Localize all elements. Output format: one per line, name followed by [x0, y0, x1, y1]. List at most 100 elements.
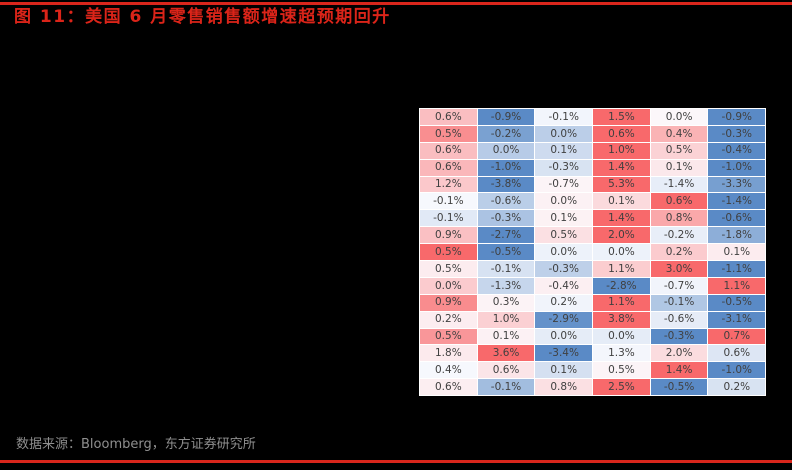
heatmap-cell: 0.5%	[420, 125, 477, 142]
heatmap-cell: 0.0%	[477, 142, 535, 159]
heatmap-cell: -3.4%	[535, 345, 593, 362]
heatmap-cell: 0.5%	[535, 227, 593, 244]
heatmap-cell: -0.4%	[535, 277, 593, 294]
heatmap-cell: 0.6%	[420, 159, 477, 176]
heatmap-cell: 1.8%	[420, 345, 477, 362]
heatmap-cell: -0.4%	[708, 142, 766, 159]
heatmap-cell: -0.1%	[420, 193, 477, 210]
heatmap-cell: 1.4%	[593, 159, 650, 176]
heatmap-cell: -0.7%	[535, 176, 593, 193]
heatmap-cell: 5.3%	[593, 176, 650, 193]
heatmap-cell: 0.1%	[650, 159, 708, 176]
figure-title: 图 11：美国 6 月零售销售额增速超预期回升	[14, 7, 391, 27]
heatmap-cell: -1.4%	[708, 193, 766, 210]
heatmap-cell: -0.1%	[420, 210, 477, 227]
heatmap-cell: 0.1%	[535, 142, 593, 159]
heatmap-cell: -1.0%	[477, 159, 535, 176]
heatmap-cell: 0.5%	[420, 261, 477, 277]
heatmap-cell: 0.6%	[420, 109, 477, 125]
heatmap-cell: 1.4%	[593, 210, 650, 227]
heatmap-cell: 0.0%	[650, 109, 708, 125]
heatmap-cell: 3.0%	[650, 261, 708, 277]
heatmap-cell: 0.1%	[535, 362, 593, 379]
heatmap-cell: 0.5%	[420, 328, 477, 345]
heatmap-cell: -1.3%	[477, 277, 535, 294]
heatmap-cell: 0.2%	[535, 294, 593, 311]
heatmap-cell: -0.2%	[650, 227, 708, 244]
heatmap-cell: -1.0%	[708, 159, 766, 176]
heatmap-cell: 0.5%	[593, 362, 650, 379]
heatmap-cell: -0.5%	[708, 294, 766, 311]
heatmap-cell: -0.9%	[708, 109, 766, 125]
heatmap-cell: 0.0%	[593, 244, 650, 261]
heatmap-cell: 3.6%	[477, 345, 535, 362]
heatmap-cell: -0.3%	[650, 328, 708, 345]
heatmap-cell: -1.8%	[708, 227, 766, 244]
heatmap-cell: -1.1%	[708, 261, 766, 277]
heatmap-cell: -1.0%	[708, 362, 766, 379]
heatmap-cell: -0.3%	[708, 125, 766, 142]
heatmap-table: 0.6% -0.9% -0.1% 1.5% 0.0% -0.9% 0.5% -0.2% 0.0%…	[419, 108, 767, 397]
heatmap-cell: 0.8%	[535, 379, 593, 396]
heatmap-cell: 1.0%	[477, 311, 535, 328]
heatmap-cell: 0.7%	[708, 328, 766, 345]
heatmap-cell: -0.7%	[650, 277, 708, 294]
heatmap-cell: 0.0%	[535, 244, 593, 261]
heatmap-cell: 2.0%	[593, 227, 650, 244]
heatmap-cell: -0.5%	[650, 379, 708, 396]
heatmap-cell: -0.3%	[535, 261, 593, 277]
heatmap-cell: -0.2%	[477, 125, 535, 142]
heatmap-cell: 3.8%	[593, 311, 650, 328]
heatmap-cell: 0.2%	[650, 244, 708, 261]
bottom-divider-line	[0, 460, 792, 463]
heatmap-cell: -0.5%	[477, 244, 535, 261]
heatmap-cell: 0.8%	[650, 210, 708, 227]
heatmap-cell: 1.5%	[593, 109, 650, 125]
heatmap-cell: -3.1%	[708, 311, 766, 328]
heatmap-cell: 0.0%	[593, 328, 650, 345]
heatmap-cell: 0.6%	[650, 193, 708, 210]
heatmap-cell: 2.0%	[650, 345, 708, 362]
heatmap-cell: 1.2%	[420, 176, 477, 193]
heatmap-cell: 0.6%	[708, 345, 766, 362]
heatmap-cell: 0.2%	[420, 311, 477, 328]
heatmap-cell: 0.1%	[708, 244, 766, 261]
heatmap-cell: -0.6%	[477, 193, 535, 210]
heatmap-cell: 0.6%	[593, 125, 650, 142]
heatmap-cell: 2.5%	[593, 379, 650, 396]
data-source: 数据来源：Bloomberg，东方证券研究所	[16, 437, 256, 452]
heatmap-cell: -1.4%	[650, 176, 708, 193]
heatmap-cell: 0.6%	[477, 362, 535, 379]
heatmap-cell: 0.1%	[477, 328, 535, 345]
heatmap-cell: 1.3%	[593, 345, 650, 362]
heatmap-cell: 1.1%	[708, 277, 766, 294]
heatmap-cell: -0.6%	[650, 311, 708, 328]
heatmap-cell: 0.5%	[420, 244, 477, 261]
heatmap-cell: -0.6%	[708, 210, 766, 227]
heatmap-cell: 0.6%	[420, 142, 477, 159]
heatmap-cell: -0.1%	[477, 379, 535, 396]
heatmap-cell: -3.3%	[708, 176, 766, 193]
heatmap-cell: 0.0%	[535, 193, 593, 210]
heatmap-cell: -0.1%	[477, 261, 535, 277]
heatmap-cell: 1.4%	[650, 362, 708, 379]
heatmap-cell: 0.0%	[420, 277, 477, 294]
heatmap-cell: 0.2%	[708, 379, 766, 396]
heatmap-cell: 0.4%	[650, 125, 708, 142]
heatmap-cell: -0.1%	[650, 294, 708, 311]
heatmap-cell: 1.1%	[593, 294, 650, 311]
heatmap-cell: 1.1%	[593, 261, 650, 277]
heatmap-cell: 0.0%	[535, 328, 593, 345]
heatmap-cell: 0.6%	[420, 379, 477, 396]
heatmap-cell: -0.9%	[477, 109, 535, 125]
heatmap-cell: -3.8%	[477, 176, 535, 193]
heatmap-cell: -0.3%	[477, 210, 535, 227]
heatmap-cell: -2.7%	[477, 227, 535, 244]
heatmap-cell: -0.3%	[535, 159, 593, 176]
heatmap-cell: 0.1%	[593, 193, 650, 210]
heatmap-cell: 0.9%	[420, 227, 477, 244]
top-divider-line	[0, 2, 792, 5]
heatmap-cell: 0.4%	[420, 362, 477, 379]
heatmap-cell: -2.8%	[593, 277, 650, 294]
